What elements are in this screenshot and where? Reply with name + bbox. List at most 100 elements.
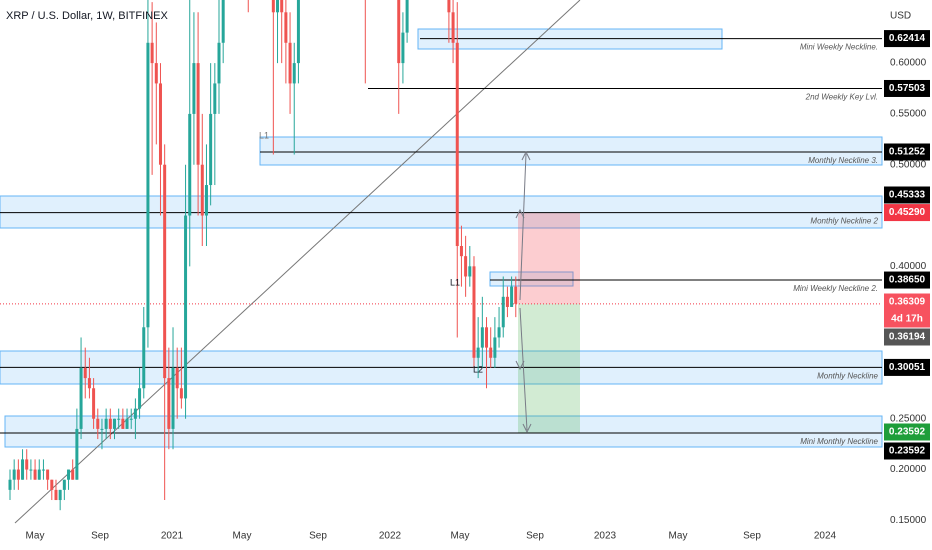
x-tick-label: 2023: [594, 531, 617, 542]
x-tick-label: 2021: [161, 531, 184, 542]
zone: [259, 136, 883, 166]
y-tick-label: 0.55000: [890, 109, 927, 120]
candle-body: [284, 12, 288, 43]
candle-body: [192, 63, 196, 114]
x-tick-label: Sep: [526, 531, 544, 542]
candle-body: [271, 0, 275, 13]
candle-body: [154, 63, 158, 84]
candle-body: [276, 0, 280, 13]
candle-body: [100, 428, 104, 430]
price-tags: 0.62414 0.57503 0.51252 0.45333 0.45290 0.386…: [884, 30, 930, 460]
candle-body: [179, 388, 183, 399]
candle-body: [489, 347, 493, 358]
candle-body: [221, 0, 225, 43]
candle-body: [188, 113, 192, 216]
candle-body: [21, 459, 25, 480]
target-zone: [518, 212, 580, 304]
x-tick-label: Sep: [91, 531, 109, 542]
candle-body: [296, 0, 300, 64]
candle-body: [87, 378, 91, 389]
candle-body: [455, 42, 459, 247]
price-tag-label: 0.36194: [889, 332, 926, 343]
candles: [8, 0, 518, 511]
price-tag-label: 0.30051: [889, 362, 926, 373]
candle-body: [79, 367, 83, 429]
candle-body: [54, 489, 58, 501]
candle-body: [468, 266, 472, 277]
x-tick-label: May: [451, 531, 470, 542]
price-tag-label: 0.23592: [889, 446, 926, 457]
candle-body: [29, 469, 33, 471]
countdown: 4d 17h: [891, 314, 923, 325]
marker-label: L2: [473, 364, 483, 374]
price-tag-label: 0.45333: [889, 190, 926, 201]
x-tick-label: May: [233, 531, 252, 542]
candle-body: [96, 418, 100, 429]
price-tag: [884, 30, 930, 48]
x-tick-label: May: [26, 531, 45, 542]
price-tag: [884, 328, 930, 346]
y-tick-label: 0.60000: [890, 58, 927, 69]
trend-line: [14, 0, 581, 524]
candle-body: [67, 469, 71, 480]
candle-body: [104, 418, 108, 429]
zone: [4, 415, 883, 448]
candle-body: [138, 388, 142, 409]
candle-body: [92, 388, 96, 419]
candle-body: [501, 296, 505, 328]
position-tool: [0, 212, 882, 434]
level-note: Mini Weekly Neckline 2.: [793, 284, 878, 293]
candle-body: [476, 347, 480, 358]
candle-body: [83, 367, 87, 379]
candle-body: [280, 0, 284, 13]
candle-body: [58, 489, 62, 501]
candle-body: [459, 246, 463, 257]
y-axis-label: USD: [890, 11, 911, 22]
zone: [489, 271, 574, 287]
candle-body: [41, 469, 45, 471]
candle-body: [16, 469, 20, 480]
candle-body: [167, 378, 171, 429]
y-tick-label: 0.20000: [890, 464, 927, 475]
candle-body: [505, 296, 509, 307]
candle-body: [485, 327, 489, 348]
level-note: Mini Monthly Neckline: [800, 437, 878, 446]
x-tick-label: Sep: [309, 531, 327, 542]
candle-body: [113, 418, 116, 429]
price-tag: [884, 358, 930, 376]
candle-body: [405, 0, 409, 33]
y-tick-label: 0.50000: [890, 159, 927, 170]
price-tag-label: 0.23592: [889, 427, 926, 438]
stop-zone: [518, 303, 580, 434]
candle-body: [510, 286, 514, 307]
candle-body: [401, 32, 405, 64]
candle-body: [175, 367, 179, 389]
y-tick-label: 0.25000: [890, 413, 927, 424]
price-tag-label: 0.57503: [889, 83, 926, 94]
price-tag-label: 0.38650: [889, 275, 926, 286]
candle-body: [171, 367, 175, 429]
price-tag: [884, 271, 930, 289]
x-tick-label: 2024: [814, 531, 837, 542]
price-tag: [884, 79, 930, 97]
candle-body: [184, 215, 188, 399]
candle-body: [121, 418, 125, 429]
candle-body: [451, 12, 455, 43]
x-tick-label: Sep: [743, 531, 761, 542]
price-tag-label: 0.62414: [889, 33, 926, 44]
arrow-head: [515, 360, 525, 371]
marker-label: L1: [450, 277, 460, 287]
arrow-head: [515, 208, 525, 219]
candle-body: [37, 469, 41, 480]
x-tick-label: 2022: [379, 531, 402, 542]
candle-body: [158, 83, 162, 165]
price-tag: [884, 442, 930, 460]
candle-body: [447, 0, 451, 13]
level-note: Monthly Neckline 2: [810, 217, 878, 226]
y-tick-label: 0.15000: [890, 515, 927, 526]
candle-body: [125, 418, 129, 429]
candle-body: [493, 337, 497, 358]
candle-body: [142, 327, 146, 389]
price-tag-label: 0.36309: [889, 297, 926, 308]
